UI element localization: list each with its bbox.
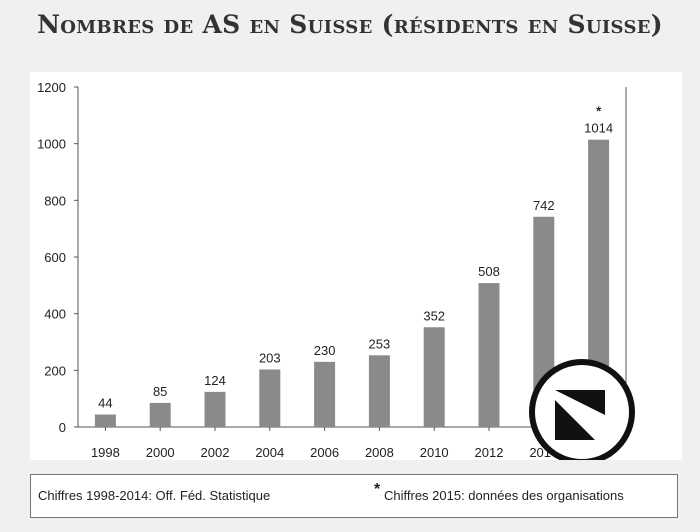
bar bbox=[314, 361, 336, 427]
x-tick-label: 2000 bbox=[146, 445, 175, 460]
source-note-right-text: Chiffres 2015: données des organisations bbox=[384, 488, 624, 503]
x-tick-label: 2004 bbox=[255, 445, 284, 460]
data-label: 203 bbox=[259, 350, 281, 365]
bar bbox=[478, 283, 500, 427]
bar bbox=[149, 402, 171, 427]
x-tick-label: 2008 bbox=[365, 445, 394, 460]
bar bbox=[259, 369, 281, 427]
data-label: 508 bbox=[478, 264, 500, 279]
y-tick-label: 200 bbox=[44, 363, 66, 378]
chart-card: 0 200 400 600 800 1000 1200 1998 2000 2002 2004 20… bbox=[30, 72, 682, 460]
data-labels: 44 85 124 203 230 253 352 508 742 1014 * bbox=[98, 104, 613, 411]
x-tick-label: 2012 bbox=[475, 445, 504, 460]
source-note-star: * bbox=[374, 481, 381, 498]
data-label: 1014 bbox=[584, 121, 613, 136]
bars bbox=[94, 139, 610, 427]
source-note-right: Chiffres 2015: données des organisations bbox=[375, 488, 624, 503]
data-label: 124 bbox=[204, 373, 226, 388]
y-tick-label: 0 bbox=[59, 420, 66, 435]
y-axis: 0 200 400 600 800 1000 1200 bbox=[37, 80, 627, 435]
y-tick-label: 400 bbox=[44, 307, 66, 322]
data-label: 742 bbox=[533, 198, 555, 213]
page-title: Nombres de AS en Suisse (résidents en Su… bbox=[37, 10, 663, 39]
data-label: 352 bbox=[423, 308, 445, 323]
y-tick-label: 1000 bbox=[37, 137, 66, 152]
bar-chart: 0 200 400 600 800 1000 1200 1998 2000 2002 2004 20… bbox=[37, 80, 635, 460]
data-label: 85 bbox=[153, 384, 167, 399]
x-tick-label: 2002 bbox=[201, 445, 230, 460]
bar bbox=[368, 355, 390, 427]
x-tick-label: 2006 bbox=[310, 445, 339, 460]
y-tick-label: 1200 bbox=[37, 80, 66, 95]
circle-logo-icon bbox=[529, 359, 635, 460]
source-note-box: Chiffres 1998-2014: Off. Féd. Statistiqu… bbox=[30, 474, 678, 518]
x-tick-label: 2010 bbox=[420, 445, 449, 460]
bar bbox=[423, 327, 445, 427]
annotation-asterisk: * bbox=[596, 104, 602, 119]
bar bbox=[204, 391, 226, 427]
source-note-left: Chiffres 1998-2014: Off. Féd. Statistiqu… bbox=[38, 488, 271, 503]
y-tick-label: 800 bbox=[44, 193, 66, 208]
y-tick-label: 600 bbox=[44, 250, 66, 265]
data-label: 253 bbox=[369, 336, 391, 351]
bar bbox=[588, 139, 610, 427]
data-label: 44 bbox=[98, 396, 112, 411]
data-label: 230 bbox=[314, 343, 336, 358]
x-tick-label: 1998 bbox=[91, 445, 120, 460]
bar bbox=[94, 414, 116, 427]
